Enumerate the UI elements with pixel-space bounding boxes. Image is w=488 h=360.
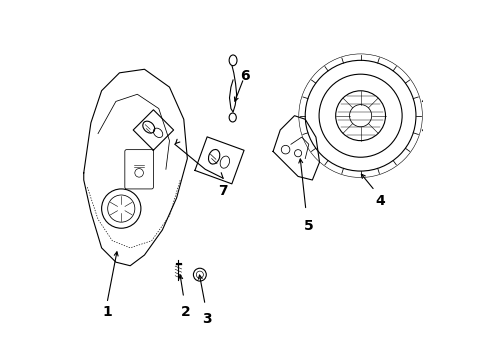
Text: 4: 4 bbox=[375, 194, 385, 208]
Text: 6: 6 bbox=[239, 69, 249, 84]
Text: 2: 2 bbox=[180, 305, 190, 319]
Text: 5: 5 bbox=[304, 220, 313, 233]
Text: 3: 3 bbox=[202, 312, 211, 326]
Text: 7: 7 bbox=[218, 184, 227, 198]
Text: 1: 1 bbox=[102, 305, 112, 319]
